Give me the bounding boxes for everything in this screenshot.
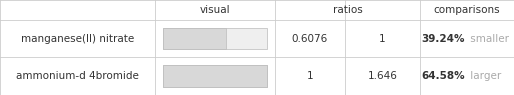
- Text: 39.24%: 39.24%: [421, 34, 465, 44]
- Text: visual: visual: [199, 5, 230, 15]
- Bar: [163, 65, 267, 87]
- Text: 64.58%: 64.58%: [421, 71, 465, 81]
- Text: larger: larger: [467, 71, 501, 81]
- Text: smaller: smaller: [467, 34, 509, 44]
- Bar: [163, 28, 226, 49]
- Bar: [163, 28, 267, 49]
- Text: 1: 1: [307, 71, 314, 81]
- Text: manganese(II) nitrate: manganese(II) nitrate: [21, 34, 134, 44]
- Text: comparisons: comparisons: [434, 5, 500, 15]
- Text: 0.6076: 0.6076: [292, 34, 328, 44]
- Text: ratios: ratios: [333, 5, 362, 15]
- Text: ammonium-d 4bromide: ammonium-d 4bromide: [16, 71, 139, 81]
- Bar: [163, 65, 267, 87]
- Text: 1: 1: [379, 34, 386, 44]
- Text: 1.646: 1.646: [368, 71, 397, 81]
